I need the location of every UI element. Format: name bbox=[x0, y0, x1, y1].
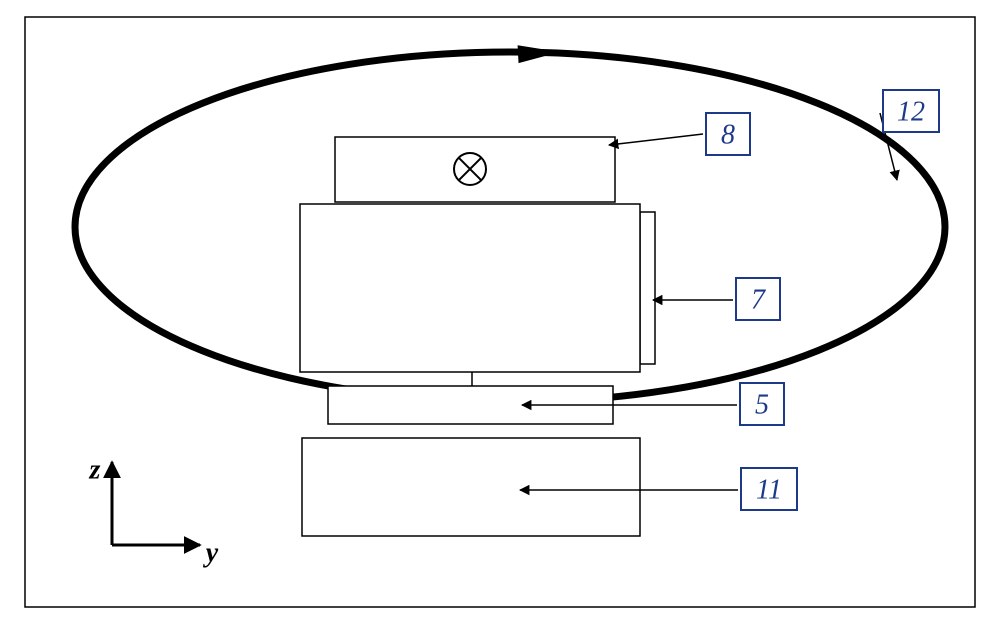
block-11 bbox=[302, 438, 640, 536]
label-l7-text: 7 bbox=[751, 285, 766, 316]
diagram-canvas: 12 8 7 5 11 z y bbox=[0, 0, 1000, 626]
label-l8-arrow bbox=[609, 134, 703, 145]
block-7 bbox=[300, 204, 640, 372]
label-l8-text: 8 bbox=[721, 120, 735, 151]
axis-y-label: y bbox=[203, 538, 219, 569]
ellipse-arrowhead bbox=[518, 43, 561, 63]
plate-7-right bbox=[640, 212, 655, 364]
label-l12-text: 12 bbox=[897, 97, 925, 128]
axis-z-label: z bbox=[89, 455, 101, 486]
block-8 bbox=[335, 137, 615, 202]
label-l11-text: 11 bbox=[756, 475, 782, 506]
label-l5-text: 5 bbox=[755, 390, 769, 421]
